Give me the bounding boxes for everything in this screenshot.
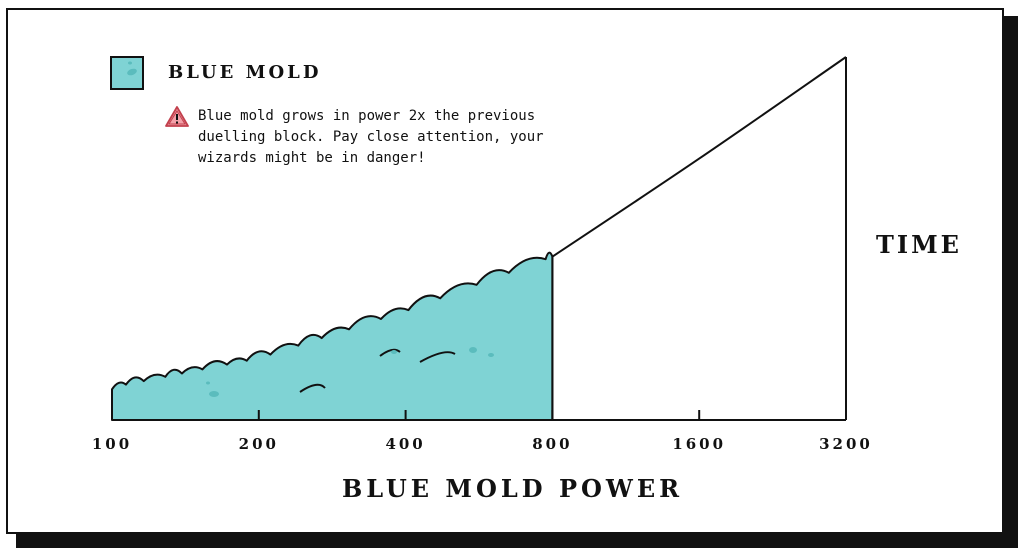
mold-spot	[209, 391, 219, 397]
mold-spot	[488, 353, 494, 357]
series-line	[551, 56, 847, 258]
mold-area-fill	[111, 251, 554, 421]
mold-spot	[206, 381, 210, 385]
legend-label: BLUE MOLD	[168, 62, 322, 83]
warning-icon	[165, 106, 189, 127]
y-axis-label: TIME	[876, 230, 962, 259]
mold-texture-curve	[299, 383, 326, 393]
plot-area: 100 200 400 800 1600 3200	[92, 56, 873, 453]
x-tick-label: 3200	[819, 435, 873, 453]
mold-spot	[391, 350, 397, 354]
mold-texture-curve	[379, 348, 401, 357]
mold-swatch-icon	[110, 56, 144, 90]
x-tick-label: 400	[385, 435, 425, 453]
mold-texture-curve	[419, 351, 456, 363]
x-tick-label: 100	[92, 435, 132, 453]
warning-note: Blue mold grows in power 2x the previous…	[198, 108, 544, 166]
x-tick-label: 1600	[672, 435, 726, 453]
x-axis-label: BLUE MOLD POWER	[342, 474, 684, 503]
x-tick-label: 200	[239, 435, 279, 453]
x-tick-label: 800	[532, 435, 572, 453]
mold-spot	[469, 347, 477, 353]
